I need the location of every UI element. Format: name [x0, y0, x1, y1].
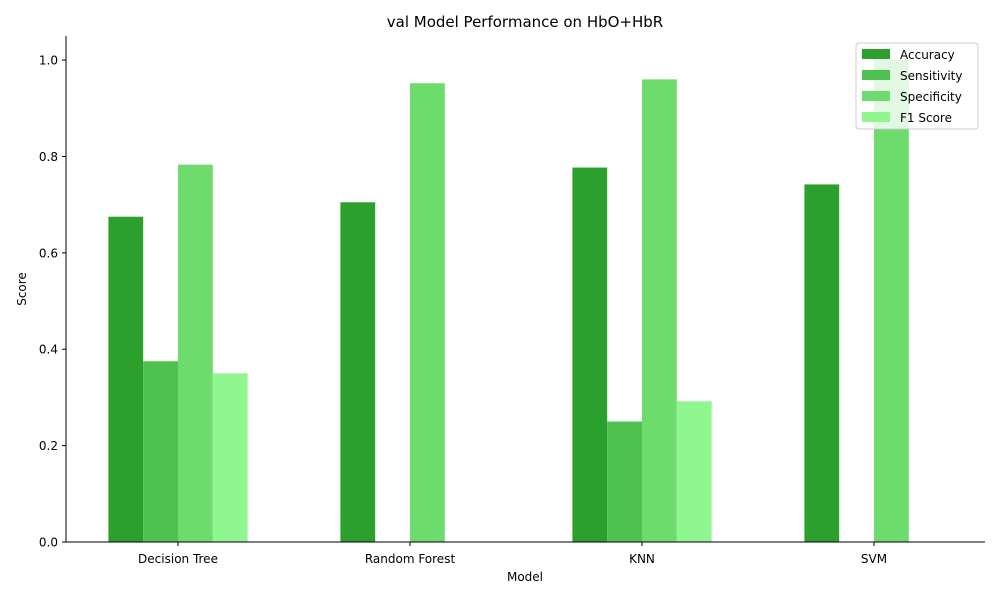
y-ticks: 0.0 0.2 0.4 0.6 0.8 1.0	[39, 54, 66, 550]
legend-label-specificity: Specificity	[900, 90, 962, 104]
y-tick-label: 0.8	[39, 150, 58, 164]
bars-layer	[108, 60, 909, 543]
x-axis-title: Model	[507, 570, 543, 584]
y-tick-label: 0.2	[39, 439, 58, 453]
chart-title: val Model Performance on HbO+HbR	[387, 13, 663, 31]
bar-f1-score-decision-tree	[212, 373, 248, 542]
legend-label-accuracy: Accuracy	[900, 48, 955, 62]
legend-swatch-sensitivity	[862, 70, 890, 80]
x-tick-label: KNN	[629, 552, 655, 566]
bar-f1-score-knn	[676, 401, 712, 542]
bar-specificity-decision-tree	[178, 164, 213, 543]
y-tick-label: 0.0	[39, 536, 58, 550]
bar-specificity-svm	[874, 60, 909, 542]
legend-label-f1-score: F1 Score	[900, 111, 952, 125]
legend-swatch-accuracy	[862, 49, 890, 59]
bar-sensitivity-knn	[607, 421, 642, 542]
axes-layer	[65, 36, 985, 543]
bar-accuracy-decision-tree	[108, 216, 144, 542]
y-tick-label: 1.0	[39, 54, 58, 68]
y-tick-label: 0.4	[39, 343, 58, 357]
legend-label-sensitivity: Sensitivity	[900, 69, 962, 83]
bar-sensitivity-decision-tree	[143, 361, 178, 542]
y-tick-label: 0.6	[39, 246, 58, 260]
bar-specificity-random-forest	[410, 83, 445, 542]
x-tick-label: Decision Tree	[138, 552, 218, 566]
bar-accuracy-knn	[572, 167, 608, 542]
legend-swatch-specificity	[862, 91, 890, 101]
bar-accuracy-svm	[804, 184, 840, 542]
legend-swatch-f1-score	[862, 112, 890, 122]
x-tick-label: Random Forest	[365, 552, 456, 566]
bar-accuracy-random-forest	[340, 202, 376, 542]
x-tick-label: SVM	[861, 552, 887, 566]
legend: Accuracy Sensitivity Specificity F1 Score	[855, 42, 979, 130]
x-ticks: Decision Tree Random Forest KNN SVM	[138, 542, 887, 566]
legend-frame	[855, 42, 979, 130]
bar-specificity-knn	[642, 79, 677, 543]
y-axis-title: Score	[15, 272, 29, 306]
